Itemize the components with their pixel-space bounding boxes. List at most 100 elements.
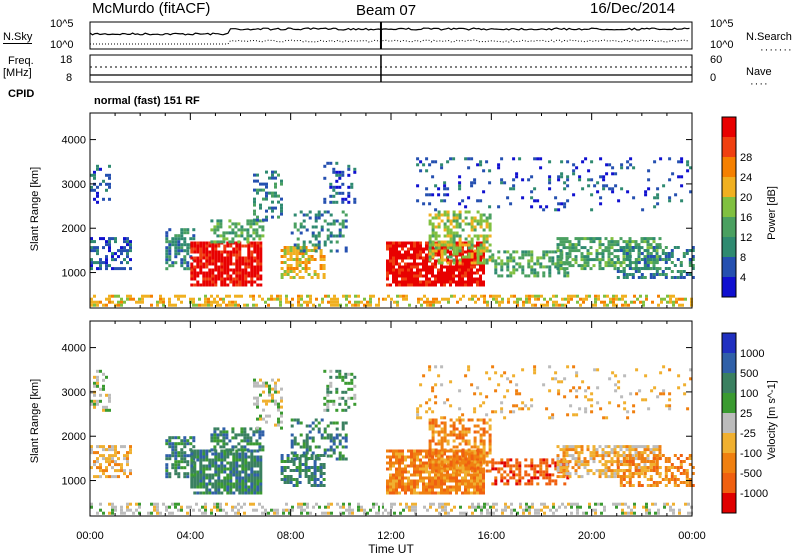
range-cell <box>223 277 227 281</box>
range-cell <box>329 249 333 253</box>
range-cell <box>527 250 531 254</box>
range-cell <box>422 262 425 266</box>
range-cell <box>258 237 262 241</box>
range-cell <box>322 454 326 457</box>
range-cell <box>401 244 404 248</box>
range-cell <box>90 466 93 470</box>
range-cell <box>407 280 410 284</box>
range-cell <box>256 262 260 266</box>
range-cell <box>434 237 438 241</box>
range-cell <box>253 464 257 468</box>
range-cell <box>338 369 342 373</box>
range-cell <box>255 430 259 434</box>
range-cell <box>171 502 174 506</box>
range-cell <box>234 303 237 307</box>
range-cell <box>168 439 172 443</box>
range-cell <box>437 424 441 428</box>
range-cell <box>220 250 224 254</box>
range-cell <box>643 451 647 455</box>
range-cell <box>117 294 120 298</box>
range-cell <box>237 442 241 446</box>
range-cell <box>416 253 419 257</box>
range-cell <box>180 442 184 446</box>
range-cell <box>482 491 485 495</box>
range-cell <box>425 470 428 474</box>
range-cell <box>213 433 217 437</box>
range-cell <box>425 464 428 468</box>
range-cell <box>488 222 492 226</box>
range-cell <box>567 502 570 506</box>
range-cell <box>247 256 251 260</box>
range-cell <box>461 271 464 275</box>
range-cell <box>277 215 280 219</box>
range-cell <box>267 303 270 307</box>
range-cell <box>286 246 290 249</box>
range-cell <box>177 442 181 446</box>
range-cell <box>274 206 277 210</box>
range-cell <box>440 213 444 217</box>
range-cell <box>434 184 438 188</box>
range-cell <box>123 246 126 250</box>
range-cell <box>217 244 221 248</box>
range-cell <box>255 231 259 235</box>
range-cell <box>202 464 206 468</box>
range-cell <box>389 256 392 260</box>
range-cell <box>691 267 695 270</box>
range-cell <box>108 448 111 452</box>
range-cell <box>609 300 612 304</box>
range-cell <box>609 297 612 301</box>
range-cell <box>90 258 93 262</box>
range-cell <box>398 280 401 284</box>
range-cell <box>300 502 303 506</box>
range-cell <box>114 294 117 298</box>
range-cell <box>616 475 620 478</box>
range-cell <box>649 478 653 481</box>
range-cell <box>455 470 458 474</box>
range-cell <box>235 479 239 483</box>
range-cell <box>563 274 567 278</box>
range-cell <box>525 502 528 506</box>
range-cell <box>401 479 404 483</box>
range-cell <box>556 460 560 464</box>
range-cell <box>458 457 462 461</box>
range-cell <box>226 265 230 269</box>
range-cell <box>235 271 239 275</box>
range-cell <box>582 300 585 304</box>
range-cell <box>600 300 603 304</box>
range-cell <box>180 294 183 298</box>
range-cell <box>226 482 230 486</box>
range-cell <box>123 237 126 241</box>
range-cell <box>479 479 482 483</box>
range-cell <box>235 452 239 456</box>
range-cell <box>244 274 248 278</box>
range-cell <box>204 505 207 509</box>
range-cell <box>443 479 446 483</box>
range-cell <box>680 160 684 164</box>
range-cell <box>241 470 245 474</box>
range-cell <box>443 439 447 443</box>
range-cell <box>467 430 471 434</box>
range-cell <box>440 448 444 452</box>
range-cell <box>298 460 302 463</box>
range-cell <box>667 478 671 481</box>
range-cell <box>539 461 543 465</box>
range-cell <box>255 439 259 443</box>
range-cell <box>554 208 558 212</box>
range-cell <box>565 261 569 265</box>
range-cell <box>250 452 254 456</box>
range-cell <box>208 259 212 263</box>
range-cell <box>428 460 432 464</box>
range-cell <box>419 283 422 287</box>
range-cell <box>190 244 194 248</box>
range-cell <box>319 466 323 469</box>
range-cell <box>102 511 105 515</box>
range-cell <box>392 259 395 263</box>
range-cell <box>680 175 684 179</box>
range-cell <box>455 241 458 245</box>
range-cell <box>570 294 573 298</box>
range-cell <box>407 268 410 272</box>
range-cell <box>494 265 498 269</box>
range-cell <box>528 511 531 515</box>
range-cell <box>410 256 413 260</box>
range-cell <box>168 255 172 259</box>
